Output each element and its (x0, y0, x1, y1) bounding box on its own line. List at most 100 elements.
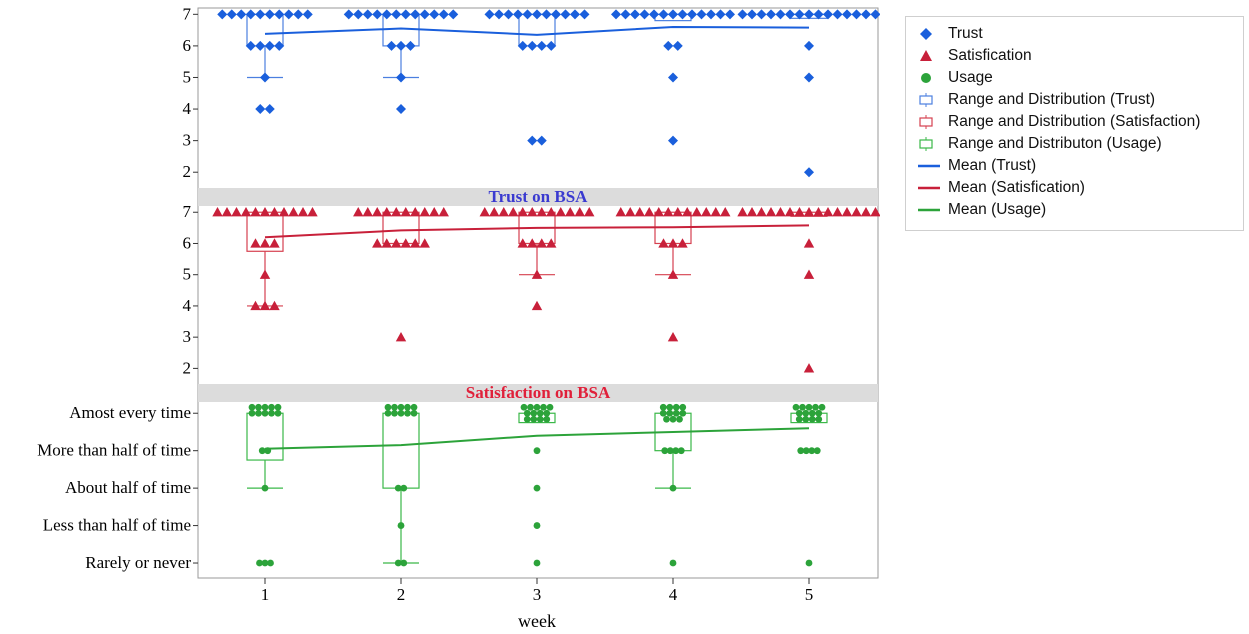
point-circle (679, 409, 687, 417)
point-circle (546, 403, 554, 411)
point-triangle (667, 269, 679, 279)
point-circle (795, 409, 803, 417)
point-circle (533, 522, 541, 529)
point-circle (659, 409, 667, 417)
box (246, 412, 284, 461)
point-circle (397, 409, 405, 417)
box-plot (246, 211, 284, 307)
point-triangle (832, 207, 843, 217)
point-circle (410, 403, 418, 411)
legend-label: Mean (Trust) (948, 157, 1037, 174)
panel-usage: Rarely or never Less than half of time Abo… (37, 403, 828, 572)
legend: Trust Satisfication Usage Range and Distrib… (905, 16, 1244, 231)
point-triangle (517, 238, 528, 248)
points-week-1 (217, 9, 313, 115)
point-circle (274, 403, 282, 411)
point-triangle (400, 238, 411, 248)
point-diamond (658, 9, 669, 20)
point-triangle (250, 300, 261, 311)
point-diamond (391, 9, 402, 20)
point-triangle (353, 207, 364, 217)
point-triangle (288, 207, 299, 217)
point-circle (666, 403, 674, 411)
point-triangle (625, 207, 636, 217)
point-circle (261, 559, 269, 567)
point-diamond (396, 104, 406, 115)
point-diamond (226, 9, 237, 20)
point-triangle (259, 269, 271, 279)
point-circle (258, 447, 266, 455)
point-diamond (570, 9, 580, 20)
point-diamond (775, 9, 786, 20)
point-circle (397, 522, 405, 529)
point-triangle (803, 363, 815, 373)
point-diamond (532, 9, 542, 20)
y-tick-label: 3 (183, 327, 192, 346)
point-triangle (634, 207, 645, 217)
point-triangle (259, 238, 271, 248)
points-week-4 (659, 403, 687, 567)
legend-item: Range and Distributon (Usage) (918, 133, 1243, 155)
point-circle (530, 415, 538, 423)
point-diamond (794, 9, 805, 20)
point-diamond (255, 104, 266, 115)
point-diamond (264, 104, 275, 115)
y-tick-label: 4 (183, 99, 192, 118)
point-diamond (264, 40, 275, 51)
points-week-2 (343, 9, 459, 115)
point-circle (397, 403, 405, 411)
point-diamond (503, 9, 514, 20)
point-diamond (579, 9, 590, 20)
legend-item: Trust (918, 23, 1243, 45)
x-tick-label: 2 (397, 585, 406, 604)
point-triangle (259, 300, 271, 311)
point-triangle (870, 207, 880, 217)
point-triangle (240, 207, 252, 217)
point-circle (384, 409, 392, 417)
point-triangle (682, 207, 693, 217)
box (382, 211, 420, 245)
point-triangle (400, 207, 411, 217)
panel-separator-band (198, 188, 878, 206)
legend-label: Mean (Satisfication) (948, 179, 1085, 196)
point-triangle (250, 238, 261, 248)
point-triangle (653, 207, 664, 217)
point-triangle (259, 207, 271, 217)
point-diamond (725, 9, 735, 20)
point-circle (808, 415, 816, 423)
point-triangle (391, 238, 402, 248)
point-triangle (677, 238, 688, 248)
diamond-icon (918, 26, 940, 42)
point-circle (533, 403, 541, 411)
y-tick-label: More than half of time (37, 441, 191, 460)
point-diamond (513, 9, 523, 20)
chart-area: 2 3 4 5 6 7 2 3 4 5 6 7 Trust on BSA Rarely or never L… (37, 4, 880, 631)
point-circle (536, 409, 544, 417)
points-week-3 (520, 403, 554, 567)
box-icon (918, 92, 940, 108)
point-diamond (560, 9, 571, 20)
point-triangle (813, 207, 824, 217)
point-circle (533, 559, 541, 567)
points-week-4 (615, 207, 731, 342)
points-week-5 (737, 9, 880, 178)
point-diamond (668, 72, 678, 83)
point-circle (527, 403, 534, 411)
point-triangle (269, 207, 280, 217)
point-triangle (644, 207, 655, 217)
line-icon (918, 180, 940, 196)
point-triangle (658, 238, 669, 248)
point-triangle (536, 238, 547, 248)
point-circle (533, 447, 541, 455)
y-tick-label: 7 (183, 202, 192, 221)
point-triangle (667, 331, 679, 342)
point-triangle (784, 207, 796, 217)
point-diamond (293, 9, 304, 20)
point-circle (394, 559, 402, 567)
point-triangle (701, 207, 712, 217)
point-diamond (372, 9, 383, 20)
point-diamond (260, 72, 270, 83)
point-diamond (804, 72, 814, 83)
point-circle (815, 415, 823, 423)
point-diamond (668, 135, 678, 146)
